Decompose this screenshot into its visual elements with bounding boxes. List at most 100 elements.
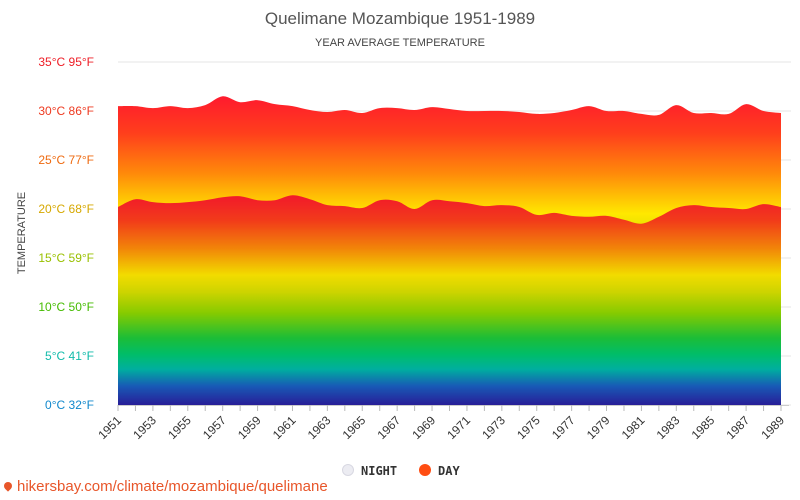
day-data-point[interactable] bbox=[396, 107, 398, 109]
x-tick-label: 1967 bbox=[374, 413, 403, 442]
day-data-point[interactable] bbox=[152, 107, 154, 109]
night-data-point[interactable] bbox=[431, 199, 433, 201]
y-tick-label: 10°C 50°F bbox=[38, 300, 94, 314]
night-data-point[interactable] bbox=[710, 206, 712, 208]
legend-marker-day bbox=[419, 464, 431, 476]
legend-item-day[interactable]: DAY bbox=[419, 464, 460, 478]
y-axis: 35°C 95°F 30°C 86°F 25°C 77°F 20°C 68°F 15°C… bbox=[38, 55, 94, 412]
night-data-point[interactable] bbox=[484, 205, 486, 207]
y-tick-label: 0°C 32°F bbox=[45, 398, 94, 412]
day-data-point[interactable] bbox=[588, 105, 590, 107]
day-data-point[interactable] bbox=[431, 106, 433, 108]
y-tick-label: 30°C 86°F bbox=[38, 104, 94, 118]
night-data-point[interactable] bbox=[641, 223, 643, 225]
day-data-point[interactable] bbox=[379, 107, 381, 109]
day-data-point[interactable] bbox=[222, 96, 224, 98]
x-tick-label: 1979 bbox=[584, 413, 613, 442]
night-data-point[interactable] bbox=[396, 200, 398, 202]
day-data-point[interactable] bbox=[780, 112, 782, 114]
night-data-point[interactable] bbox=[379, 199, 381, 201]
y-axis-label: TEMPERATURE bbox=[16, 192, 28, 274]
day-data-point[interactable] bbox=[693, 112, 695, 114]
day-data-point[interactable] bbox=[466, 110, 468, 112]
day-data-point[interactable] bbox=[327, 111, 329, 113]
x-tick-label: 1953 bbox=[130, 413, 159, 442]
day-data-point[interactable] bbox=[763, 110, 765, 112]
chart-subtitle: YEAR AVERAGE TEMPERATURE bbox=[315, 37, 485, 49]
x-tick-label: 1989 bbox=[758, 413, 787, 442]
day-data-point[interactable] bbox=[309, 109, 311, 111]
night-data-point[interactable] bbox=[117, 206, 119, 208]
day-data-point[interactable] bbox=[623, 110, 625, 112]
day-data-point[interactable] bbox=[187, 107, 189, 109]
night-data-point[interactable] bbox=[344, 205, 346, 207]
legend-item-night[interactable]: NIGHT bbox=[342, 464, 398, 478]
day-data-point[interactable] bbox=[484, 110, 486, 112]
day-data-point[interactable] bbox=[117, 105, 119, 107]
night-data-point[interactable] bbox=[187, 201, 189, 203]
day-data-point[interactable] bbox=[344, 109, 346, 111]
x-tick-label: 1969 bbox=[409, 413, 438, 442]
day-data-point[interactable] bbox=[362, 112, 364, 114]
night-data-point[interactable] bbox=[292, 195, 294, 197]
day-data-point[interactable] bbox=[606, 110, 608, 112]
night-data-point[interactable] bbox=[553, 212, 555, 214]
night-data-point[interactable] bbox=[152, 201, 154, 203]
day-data-point[interactable] bbox=[414, 109, 416, 111]
night-data-point[interactable] bbox=[449, 200, 451, 202]
day-data-point[interactable] bbox=[274, 103, 276, 105]
night-data-point[interactable] bbox=[501, 204, 503, 206]
chart-title: Quelimane Mozambique 1951-1989 bbox=[265, 9, 535, 28]
y-tick-label: 25°C 77°F bbox=[38, 153, 94, 167]
night-data-point[interactable] bbox=[327, 204, 329, 206]
night-data-point[interactable] bbox=[519, 206, 521, 208]
day-data-point[interactable] bbox=[676, 104, 678, 106]
x-tick-label: 1975 bbox=[514, 413, 543, 442]
night-data-point[interactable] bbox=[170, 202, 172, 204]
day-data-point[interactable] bbox=[204, 104, 206, 106]
night-data-point[interactable] bbox=[745, 208, 747, 210]
night-data-point[interactable] bbox=[780, 206, 782, 208]
day-data-point[interactable] bbox=[571, 109, 573, 111]
day-data-point[interactable] bbox=[239, 101, 241, 103]
day-data-point[interactable] bbox=[536, 113, 538, 115]
day-data-point[interactable] bbox=[710, 112, 712, 114]
day-data-point[interactable] bbox=[170, 105, 172, 107]
watermark-link[interactable]: hikersbay.com/climate/mozambique/quelima… bbox=[2, 478, 328, 495]
night-data-point[interactable] bbox=[588, 216, 590, 218]
night-data-point[interactable] bbox=[606, 215, 608, 217]
night-data-point[interactable] bbox=[571, 215, 573, 217]
night-data-point[interactable] bbox=[222, 196, 224, 198]
night-data-point[interactable] bbox=[658, 216, 660, 218]
day-data-point[interactable] bbox=[257, 99, 259, 101]
night-data-point[interactable] bbox=[257, 199, 259, 201]
day-data-point[interactable] bbox=[745, 103, 747, 105]
day-data-point[interactable] bbox=[449, 108, 451, 110]
day-data-point[interactable] bbox=[519, 111, 521, 113]
night-data-point[interactable] bbox=[728, 207, 730, 209]
night-data-point[interactable] bbox=[466, 202, 468, 204]
x-tick-label: 1983 bbox=[654, 413, 683, 442]
night-data-point[interactable] bbox=[135, 198, 137, 200]
x-tick-label: 1971 bbox=[444, 413, 473, 442]
night-data-point[interactable] bbox=[274, 199, 276, 201]
night-data-point[interactable] bbox=[239, 196, 241, 198]
night-data-point[interactable] bbox=[204, 199, 206, 201]
night-data-point[interactable] bbox=[676, 207, 678, 209]
night-data-point[interactable] bbox=[693, 204, 695, 206]
day-data-point[interactable] bbox=[135, 105, 137, 107]
night-data-point[interactable] bbox=[763, 203, 765, 205]
day-data-point[interactable] bbox=[641, 113, 643, 115]
day-data-point[interactable] bbox=[728, 113, 730, 115]
x-tick-label: 1973 bbox=[479, 413, 508, 442]
night-data-point[interactable] bbox=[309, 198, 311, 200]
night-data-point[interactable] bbox=[362, 207, 364, 209]
night-data-point[interactable] bbox=[623, 219, 625, 221]
day-data-point[interactable] bbox=[658, 114, 660, 116]
x-tick-label: 1961 bbox=[270, 413, 299, 442]
night-data-point[interactable] bbox=[414, 208, 416, 210]
day-data-point[interactable] bbox=[501, 110, 503, 112]
day-data-point[interactable] bbox=[292, 105, 294, 107]
night-data-point[interactable] bbox=[536, 214, 538, 216]
day-data-point[interactable] bbox=[553, 112, 555, 114]
